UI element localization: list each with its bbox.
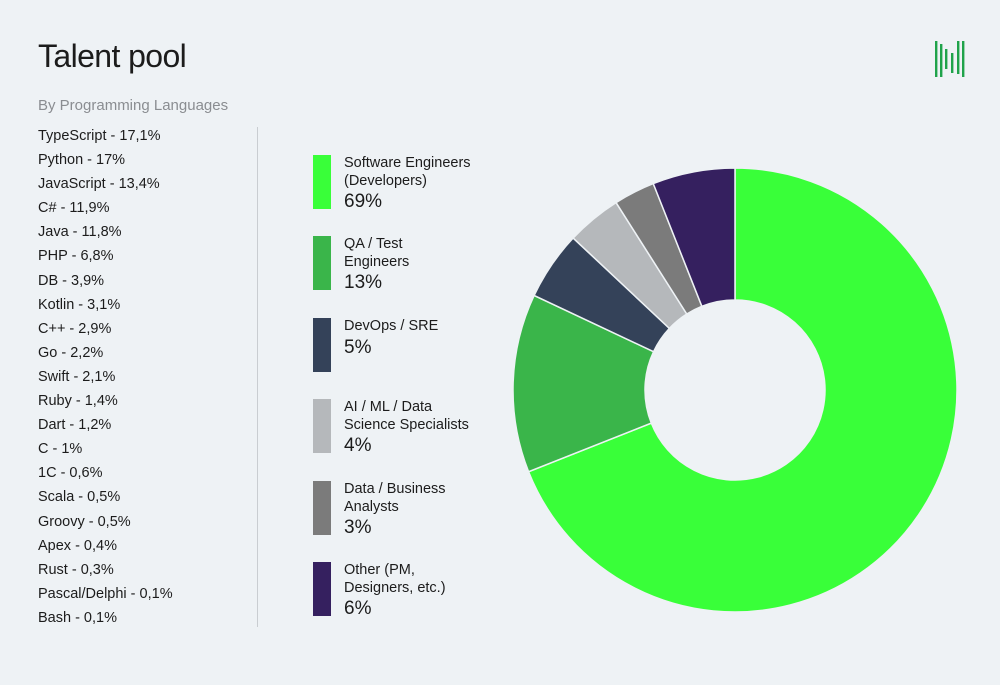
language-item: Swift - 2,1%	[38, 368, 116, 385]
language-item: Java - 11,8%	[38, 224, 122, 241]
language-item: Pascal/Delphi - 0,1%	[38, 585, 173, 602]
donut-slice	[652, 167, 736, 308]
language-item: Dart - 1,2%	[38, 417, 112, 434]
language-item: C++ - 2,9%	[38, 320, 112, 337]
language-item: C# - 11,9%	[38, 200, 110, 217]
language-item: Apex - 0,4%	[38, 537, 117, 554]
language-item: Rust - 0,3%	[38, 561, 114, 578]
language-item: Python - 17%	[38, 152, 126, 169]
legend-label-line: Analysts	[344, 498, 399, 515]
legend-value: 13%	[344, 272, 383, 293]
language-item: DB - 3,9%	[38, 272, 105, 289]
language-item: Ruby - 1,4%	[38, 393, 118, 410]
donut-slice	[512, 294, 655, 473]
legend-text: AI / ML / Data Science Specialists 4%	[344, 399, 504, 457]
language-item: Kotlin - 3,1%	[38, 296, 121, 313]
legend-swatch	[313, 155, 331, 209]
legend-label-line: DevOps / SRE	[344, 318, 439, 334]
legend-swatch	[313, 481, 331, 535]
language-item: Groovy - 0,5%	[38, 513, 131, 530]
donut-slice	[533, 236, 671, 353]
legend-label-line: (Developers)	[344, 172, 427, 189]
legend-label-line: Software Engineers	[344, 155, 471, 171]
legend-label-line: Engineers	[344, 253, 410, 270]
legend-label-line: AI / ML / Data	[344, 399, 433, 415]
language-item: PHP - 6,8%	[38, 248, 114, 265]
donut-slice	[615, 182, 703, 316]
legend-value: 3%	[344, 517, 372, 538]
legend-text: Other (PM, Designers, etc.) 6%	[344, 562, 504, 620]
donut-slice	[527, 167, 958, 613]
language-item: Go - 2,2%	[38, 344, 104, 361]
legend-swatch	[313, 562, 331, 616]
legend-value: 69%	[344, 191, 383, 212]
legend-text: QA / Test Engineers 13%	[344, 236, 504, 294]
page-title: Talent pool	[38, 38, 187, 74]
language-item: Scala - 0,5%	[38, 489, 121, 506]
legend-swatch	[313, 236, 331, 290]
brand-logo-icon	[935, 41, 965, 77]
legend-text: Data / Business Analysts 3%	[344, 481, 504, 539]
donut-slice	[572, 201, 688, 330]
language-item: C - 1%	[38, 441, 83, 458]
legend-label-line: Data / Business	[344, 481, 446, 497]
legend-text: DevOps / SRE 5%	[344, 318, 504, 359]
legend-value: 4%	[344, 435, 372, 456]
legend-label-line: Other (PM,	[344, 562, 415, 578]
legend-swatch	[313, 399, 331, 453]
language-item: TypeScript - 17,1%	[38, 128, 161, 144]
legend-value: 5%	[344, 336, 372, 358]
legend-value: 6%	[344, 598, 372, 619]
page-subtitle: By Programming Languages	[38, 97, 229, 114]
language-item: 1C - 0,6%	[38, 465, 103, 482]
language-list: TypeScript - 17,1% Python - 17% JavaScript…	[38, 124, 173, 630]
legend-text: Software Engineers (Developers) 69%	[344, 155, 504, 213]
legend-label-line: Designers, etc.)	[344, 579, 446, 596]
language-item: JavaScript - 13,4%	[38, 176, 160, 193]
legend-label-line: QA / Test	[344, 236, 403, 252]
legend-label-line: Science Specialists	[344, 416, 469, 433]
language-item: Bash - 0,1%	[38, 609, 117, 626]
column-divider	[257, 127, 258, 627]
legend-swatch	[313, 318, 331, 372]
